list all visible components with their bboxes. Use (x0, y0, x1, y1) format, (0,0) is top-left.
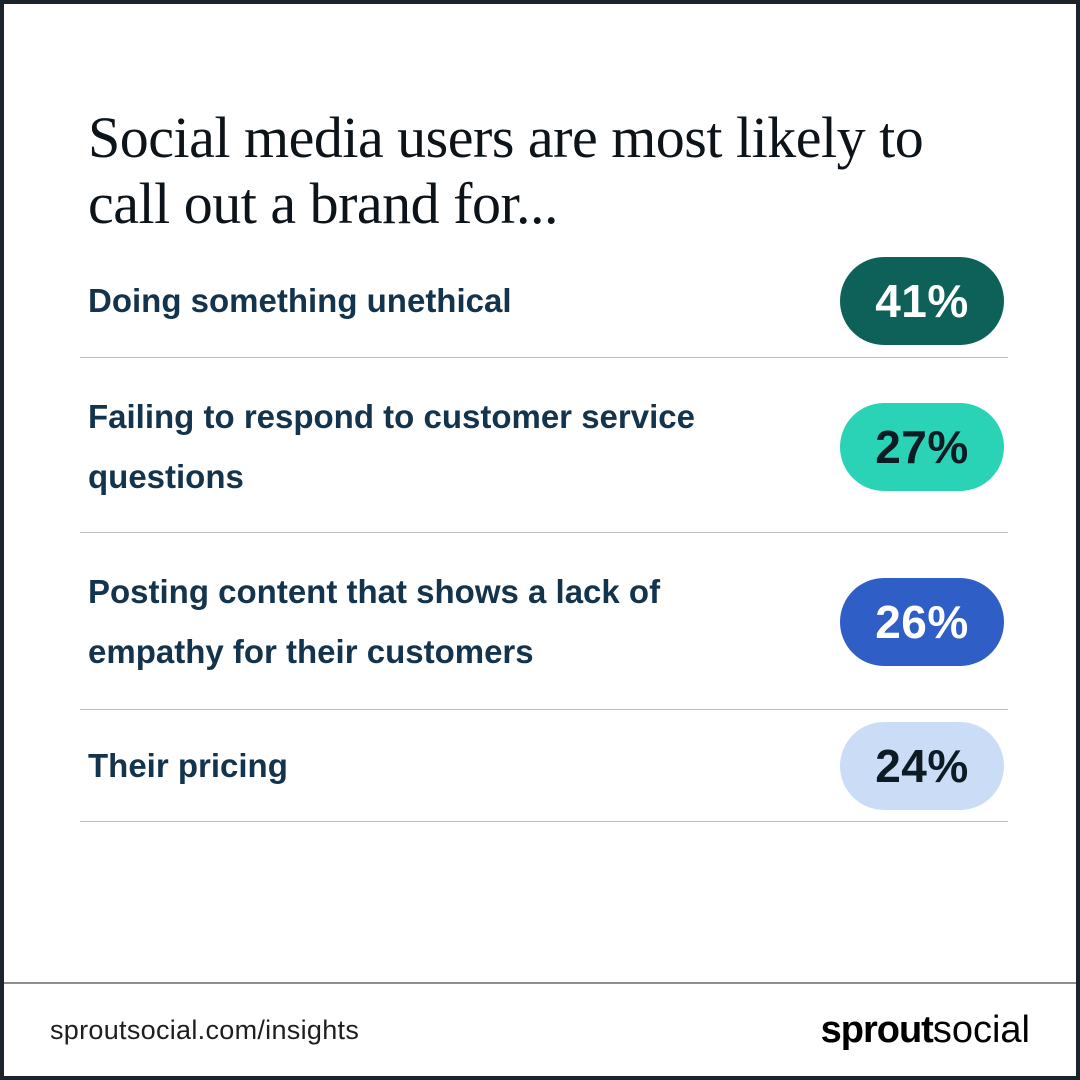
row-divider (80, 821, 1008, 822)
stat-label: Their pricing (88, 747, 288, 784)
stat-value-pill: 27% (840, 403, 1004, 491)
footer-url: sproutsocial.com/insights (50, 1014, 360, 1045)
stat-row-unethical: Doing something unethical 41% (88, 257, 1004, 345)
stat-row-customer-service: Failing to respond to customer service q… (88, 398, 1004, 495)
stat-value-pill: 24% (840, 722, 1004, 810)
stat-label: Posting content that shows a lack of emp… (88, 573, 661, 670)
stat-label: Doing something unethical (88, 282, 512, 319)
row-divider (80, 532, 1008, 533)
sproutsocial-logo: sproutsocial (821, 1009, 1030, 1052)
stat-row-lack-of-empathy: Posting content that shows a lack of emp… (88, 573, 1004, 670)
logo-text-sprout: sprout (820, 1008, 934, 1051)
row-divider (80, 357, 1008, 358)
page-title: Social media users are most likely to ca… (88, 104, 924, 236)
stat-row-pricing: Their pricing 24% (88, 722, 1004, 810)
row-divider (80, 709, 1008, 710)
stat-label: Failing to respond to customer service q… (88, 398, 695, 495)
footer: sproutsocial.com/insights sproutsocial (4, 982, 1076, 1076)
stat-value-pill: 26% (840, 578, 1004, 666)
stat-value-pill: 41% (840, 257, 1004, 345)
logo-text-social: social (932, 1008, 1030, 1051)
